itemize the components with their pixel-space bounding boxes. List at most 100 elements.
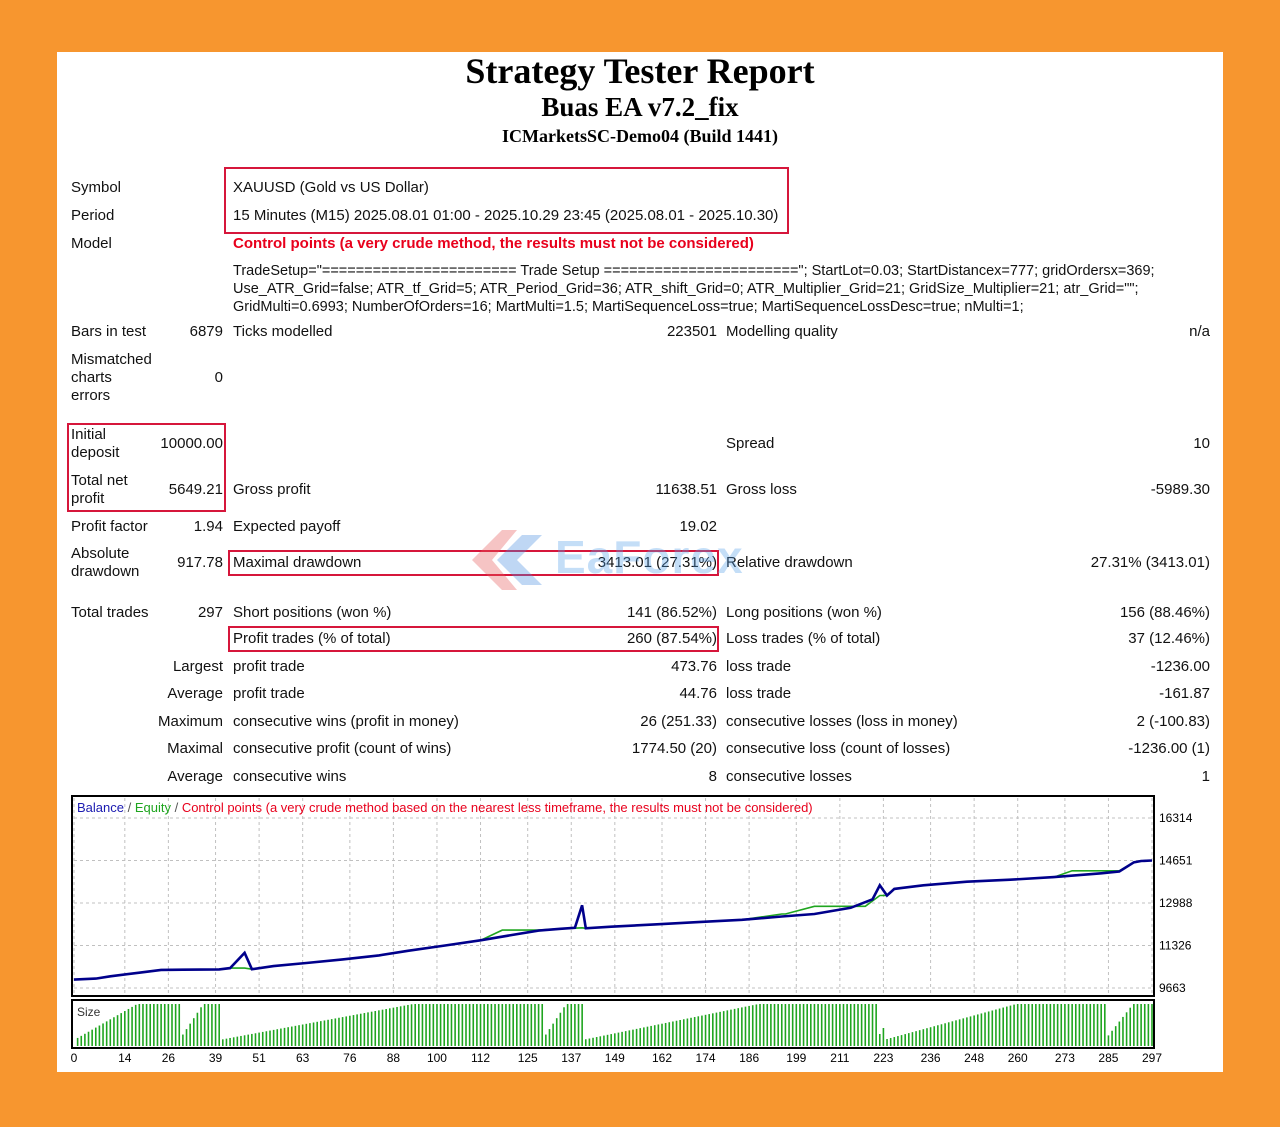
trades-label: Total trades: [71, 604, 149, 621]
maximal-loss-value: -1236.00 (1): [1128, 740, 1210, 757]
x-tick-label: 236: [921, 1051, 941, 1065]
ea-name: Buas EA v7.2_fix: [541, 92, 739, 122]
max-wins-label: consecutive wins (profit in money): [233, 713, 459, 730]
period-label: Period: [71, 207, 115, 224]
largest-loss-value: -1236.00: [1150, 658, 1210, 675]
netprofit-value: 5649.21: [168, 481, 223, 498]
x-tick-label: 297: [1142, 1051, 1162, 1065]
ticks-value: 223501: [666, 323, 717, 340]
server-build: ICMarketsSC-Demo04 (Build 1441): [502, 126, 778, 146]
deposit-profit-highlight: [67, 423, 226, 512]
largest-loss-label: loss trade: [726, 658, 792, 675]
x-tick-label: 223: [873, 1051, 893, 1065]
avgcons-wins-label: consecutive wins: [233, 768, 347, 785]
profittrades-highlight: [228, 626, 719, 652]
parameters-text: TradeSetup="======================= Trad…: [233, 263, 1155, 315]
losstrades-label: Loss trades (% of total): [726, 630, 881, 647]
largest-profit-label: profit trade: [233, 658, 305, 675]
y-tick-label: 14651: [1159, 854, 1193, 868]
size-label: Size: [77, 1005, 101, 1019]
bars-label: Bars in test: [71, 323, 147, 340]
grossprofit-value: 11638.51: [655, 481, 717, 498]
initial-label-2: deposit: [71, 444, 120, 461]
average-profit-label: profit trade: [233, 685, 305, 702]
x-tick-label: 51: [252, 1051, 266, 1065]
initial-value: 10000.00: [160, 435, 223, 452]
x-tick-label: 199: [786, 1051, 806, 1065]
spread-value: 10: [1193, 435, 1210, 452]
x-tick-label: 63: [296, 1051, 310, 1065]
symbol-period-highlight: [224, 167, 789, 234]
initial-label-1: Initial: [71, 426, 107, 443]
balance-chart: 16314 14651 12988 11326 9663 0 14 26 39 51 63 76 88…: [71, 795, 1193, 1065]
average-loss-label: loss trade: [726, 685, 792, 702]
x-tick-label: 260: [1008, 1051, 1028, 1065]
report-title: Strategy Tester Report: [465, 51, 815, 91]
period-value: 15 Minutes (M15) 2025.08.01 01:00 - 2025…: [233, 207, 779, 224]
quality-label: Modelling quality: [726, 323, 838, 340]
maximal-profit-label: consecutive profit (count of wins): [233, 740, 452, 757]
x-tick-label: 100: [427, 1051, 447, 1065]
losstrades-value: 37 (12.46%): [1128, 630, 1210, 647]
absdd-value: 917.78: [177, 554, 223, 571]
reldd-value: 27.31% (3413.01): [1090, 554, 1210, 571]
ep-label: Expected payoff: [233, 518, 341, 535]
largest-profit-value: 473.76: [671, 658, 717, 675]
maximal-loss-label: consecutive loss (count of losses): [726, 740, 951, 757]
avgcons-wins-value: 8: [708, 768, 717, 785]
mismatch-label-2: charts: [71, 369, 112, 386]
report-page: Strategy Tester Report Buas EA v7.2_fix …: [57, 52, 1223, 1072]
maxdd-value: 3413.01 (27.31%): [597, 554, 717, 571]
model-value: Control points (a very crude method, the…: [233, 235, 754, 252]
netprofit-label-2: profit: [71, 490, 105, 507]
average-label: Average: [167, 685, 223, 702]
x-tick-label: 137: [561, 1051, 581, 1065]
average-profit-value: 44.76: [679, 685, 717, 702]
profittrades-label: Profit trades (% of total): [233, 630, 391, 647]
x-tick-label: 125: [518, 1051, 538, 1065]
x-tick-label: 186: [739, 1051, 759, 1065]
x-tick-label: 26: [162, 1051, 176, 1065]
long-value: 156 (88.46%): [1119, 604, 1210, 621]
symbol-label: Symbol: [71, 179, 122, 196]
spread-label: Spread: [726, 435, 775, 452]
grossloss-label: Gross loss: [726, 481, 797, 498]
x-tick-label: 211: [830, 1051, 849, 1065]
x-tick-label: 88: [387, 1051, 401, 1065]
average-loss-value: -161.87: [1159, 685, 1210, 702]
x-tick-label: 112: [471, 1051, 490, 1065]
chart-main-frame: [71, 795, 1155, 997]
bars-value: 6879: [189, 323, 223, 340]
trades-value: 297: [197, 604, 223, 621]
maxdd-label: Maximal drawdown: [233, 554, 362, 571]
mismatch-label-1: Mismatched: [71, 351, 152, 368]
maximal-label: Maximal: [167, 740, 223, 757]
largest-label: Largest: [172, 658, 223, 675]
max-losses-value: 2 (-100.83): [1136, 713, 1210, 730]
y-tick-label: 16314: [1159, 811, 1193, 825]
ep-value: 19.02: [679, 518, 717, 535]
x-tick-label: 285: [1098, 1051, 1118, 1065]
pf-label: Profit factor: [71, 518, 148, 535]
x-tick-label: 39: [209, 1051, 223, 1065]
mismatch-value: 0: [214, 369, 223, 386]
balance-line: [73, 859, 1153, 981]
avgcons-losses-label: consecutive losses: [726, 768, 852, 785]
avgcons-label: Average: [167, 768, 223, 785]
x-tick-label: 273: [1055, 1051, 1075, 1065]
mismatch-label-3: errors: [71, 387, 111, 404]
maxdd-highlight: [228, 550, 719, 576]
x-tick-label: 149: [605, 1051, 625, 1065]
watermark-text: EaForex: [555, 531, 744, 583]
chart-legend: Balance / Equity / Control points (a ver…: [77, 800, 813, 815]
x-tick-label: 14: [118, 1051, 132, 1065]
quality-value: n/a: [1189, 323, 1210, 340]
y-tick-label: 12988: [1159, 896, 1193, 910]
avgcons-losses-value: 1: [1201, 768, 1210, 785]
absdd-label-2: drawdown: [71, 563, 140, 580]
x-tick-label: 76: [343, 1051, 357, 1065]
max-wins-value: 26 (251.33): [640, 713, 717, 730]
netprofit-label-1: Total net: [71, 472, 128, 489]
long-label: Long positions (won %): [726, 604, 882, 621]
max-losses-label: consecutive losses (loss in money): [726, 713, 958, 730]
